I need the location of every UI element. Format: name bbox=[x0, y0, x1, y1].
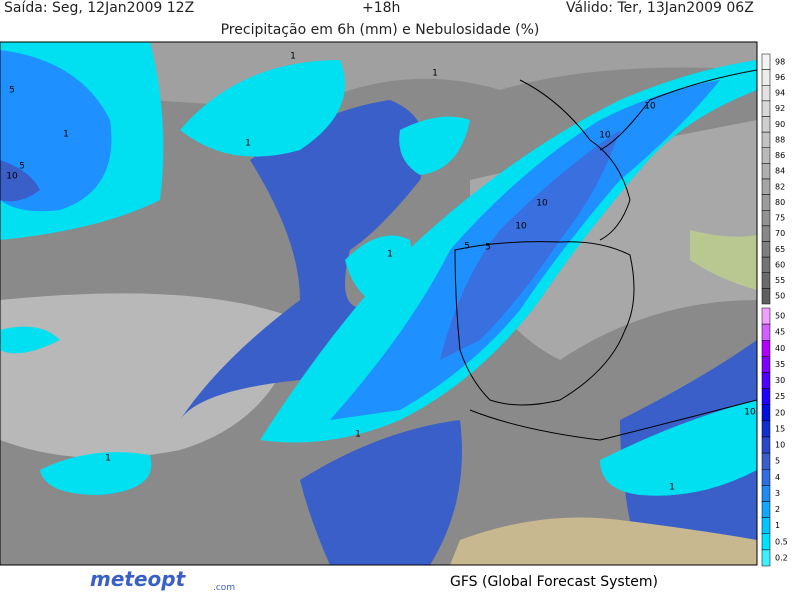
legend-swatch bbox=[761, 53, 771, 70]
legend-label: 5 bbox=[775, 457, 780, 466]
legend-swatch bbox=[761, 356, 771, 373]
contour-label: 10 bbox=[536, 199, 548, 209]
legend-label: 3 bbox=[775, 489, 780, 498]
legend-label: 10 bbox=[775, 441, 785, 450]
logo-suffix: .com bbox=[213, 583, 235, 593]
contour-label: 10 bbox=[744, 408, 756, 418]
legend-label: 88 bbox=[775, 135, 785, 144]
legend-swatch bbox=[761, 501, 771, 518]
model-name: GFS (Global Forecast System) bbox=[450, 574, 658, 590]
contour-label: 5 bbox=[485, 243, 491, 253]
legend-swatch bbox=[761, 241, 771, 258]
contour-label: 10 bbox=[515, 222, 527, 232]
legend-label: 40 bbox=[775, 344, 785, 353]
legend-swatch bbox=[761, 517, 771, 534]
legend-swatch bbox=[761, 225, 771, 242]
contour-label: 1 bbox=[63, 130, 69, 140]
legend-label: 86 bbox=[775, 151, 785, 160]
legend-swatch bbox=[761, 307, 771, 325]
lead-time: +18h bbox=[362, 0, 400, 16]
contour-label: 10 bbox=[599, 131, 611, 141]
legend-label: 70 bbox=[775, 229, 785, 238]
contour-label: 5 bbox=[9, 86, 15, 96]
legend-swatch bbox=[761, 116, 771, 133]
legend-label: 80 bbox=[775, 198, 785, 207]
legend-swatch bbox=[761, 272, 771, 289]
legend-swatch bbox=[761, 178, 771, 195]
legend-label: 50 bbox=[775, 312, 785, 321]
contour-label: 5 bbox=[19, 162, 25, 172]
legend-label: 2 bbox=[775, 505, 780, 514]
legend-label: 65 bbox=[775, 245, 785, 254]
legend-swatch bbox=[761, 69, 771, 86]
contour-label: 1 bbox=[355, 430, 361, 440]
contour-label: 10 bbox=[6, 172, 18, 182]
legend-label: 96 bbox=[775, 73, 785, 82]
legend-swatch bbox=[761, 420, 771, 438]
map-title: Precipitação em 6h (mm) e Nebulosidade (… bbox=[221, 22, 540, 38]
legend-label: 1 bbox=[775, 521, 780, 530]
legend-swatch bbox=[761, 340, 771, 357]
legend-label: 25 bbox=[775, 392, 785, 401]
legend-swatch bbox=[761, 549, 771, 567]
legend-swatch bbox=[761, 469, 771, 486]
legend-label: 82 bbox=[775, 182, 785, 191]
contour-label: 1 bbox=[105, 454, 111, 464]
legend-swatch bbox=[761, 533, 771, 551]
legend-swatch bbox=[761, 194, 771, 211]
legend-swatch bbox=[761, 485, 771, 502]
legend-label: 20 bbox=[775, 408, 785, 417]
legend-swatch bbox=[761, 404, 771, 422]
contour-label: 1 bbox=[245, 139, 251, 149]
legends: 9896949290888684828075706560555050454035… bbox=[761, 53, 788, 567]
legend-swatch bbox=[761, 452, 771, 470]
legend-swatch bbox=[761, 436, 771, 454]
legend-swatch bbox=[761, 147, 771, 164]
legend-label: 35 bbox=[775, 360, 785, 369]
contour-label: 5 bbox=[464, 242, 470, 252]
legend-label: 94 bbox=[775, 89, 785, 98]
contour-label: 10 bbox=[644, 102, 656, 112]
legend-swatch bbox=[761, 85, 771, 102]
legend-swatch bbox=[761, 288, 771, 305]
legend-swatch bbox=[761, 256, 771, 273]
legend-swatch bbox=[761, 163, 771, 180]
contour-label: 1 bbox=[387, 250, 393, 260]
legend-swatch bbox=[761, 131, 771, 148]
legend-label: 92 bbox=[775, 104, 785, 113]
logo: meteopt bbox=[90, 567, 187, 591]
legend-label: 75 bbox=[775, 214, 785, 223]
legend-label: 0.5 bbox=[775, 537, 788, 546]
legend-label: 90 bbox=[775, 120, 785, 129]
contour-label: 1 bbox=[669, 483, 675, 493]
legend-label: 84 bbox=[775, 167, 785, 176]
legend-label: 60 bbox=[775, 260, 785, 269]
legend-swatch bbox=[761, 210, 771, 227]
legend-label: 55 bbox=[775, 276, 785, 285]
contour-label: 1 bbox=[290, 52, 296, 62]
valid-time: Válido: Ter, 13Jan2009 06Z bbox=[566, 0, 754, 16]
legend-label: 98 bbox=[775, 57, 785, 66]
legend-label: 45 bbox=[775, 328, 785, 337]
legend-swatch bbox=[761, 372, 771, 389]
contour-label: 1 bbox=[432, 69, 438, 79]
legend-swatch bbox=[761, 100, 771, 117]
legend-label: 4 bbox=[775, 473, 780, 482]
map bbox=[0, 41, 758, 566]
legend-label: 0.2 bbox=[775, 553, 788, 562]
legend-swatch bbox=[761, 388, 771, 405]
legend-label: 30 bbox=[775, 376, 785, 385]
legend-label: 15 bbox=[775, 424, 785, 433]
legend-swatch bbox=[761, 323, 771, 341]
issued-time: Saída: Seg, 12Jan2009 12Z bbox=[4, 0, 194, 16]
legend-label: 50 bbox=[775, 292, 785, 301]
